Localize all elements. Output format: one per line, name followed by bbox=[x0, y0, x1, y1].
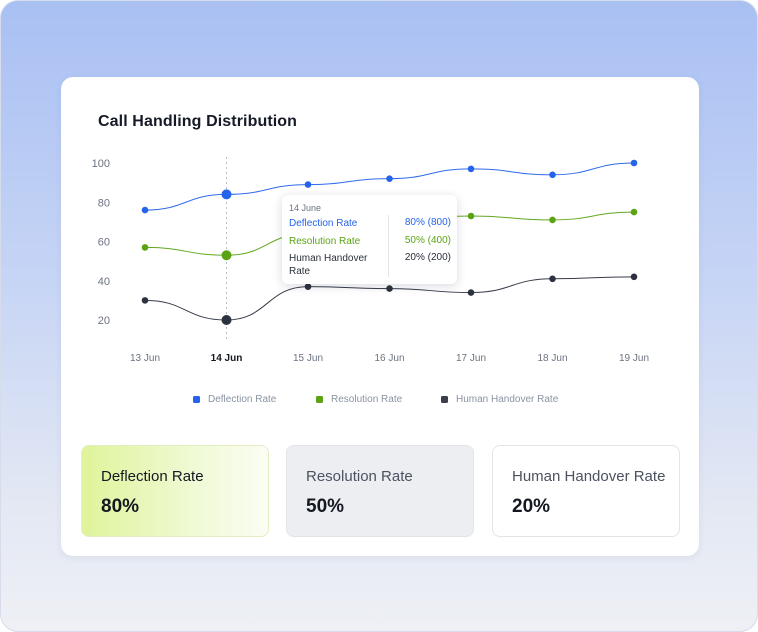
tooltip-label: Deflection Rate bbox=[289, 218, 358, 229]
y-tick-label: 20 bbox=[98, 315, 110, 327]
stat-value: 50% bbox=[306, 496, 345, 517]
data-point bbox=[221, 250, 232, 261]
y-tick-label: 60 bbox=[98, 237, 110, 249]
legend-swatch bbox=[441, 396, 448, 403]
legend-item-deflection[interactable]: Deflection Rate bbox=[193, 394, 276, 405]
data-point bbox=[467, 165, 475, 173]
data-point bbox=[304, 283, 312, 290]
card-title: Call Handling Distribution bbox=[98, 113, 298, 130]
x-tick-label: 13 Jun bbox=[130, 353, 160, 364]
data-point bbox=[549, 216, 556, 224]
stat-label: Deflection Rate bbox=[101, 468, 204, 485]
tooltip-date: 14 June bbox=[289, 203, 322, 213]
data-point bbox=[141, 206, 149, 214]
x-tick-label: 15 Jun bbox=[293, 353, 323, 364]
x-tick-label: 16 Jun bbox=[374, 353, 404, 364]
stat-label: Resolution Rate bbox=[306, 468, 413, 485]
tooltip-value: 50% (400) bbox=[404, 235, 451, 246]
chart-legend: Deflection Rate Resolution Rate Human Ha… bbox=[61, 394, 699, 408]
legend-label: Deflection Rate bbox=[208, 394, 277, 405]
data-point bbox=[630, 208, 638, 216]
stat-value: 20% bbox=[512, 496, 551, 517]
data-point bbox=[221, 189, 232, 200]
legend-label: Human Handover Rate bbox=[456, 394, 559, 405]
data-point bbox=[630, 159, 638, 167]
y-tick-label: 40 bbox=[98, 276, 110, 288]
data-point bbox=[141, 244, 149, 251]
line-chart: 100 80 60 40 20 13 Jun 14 Jun 15 Jun 16 Jun 17 Ju… bbox=[92, 157, 649, 364]
y-tick-label: 100 bbox=[92, 158, 110, 170]
tooltip-label: Resolution Rate bbox=[289, 236, 361, 247]
data-point bbox=[386, 175, 393, 182]
chart-tooltip: 14 June Deflection Rate 80% (800) Resolu… bbox=[282, 195, 457, 284]
stat-card-resolution[interactable]: Resolution Rate 50% bbox=[286, 445, 474, 537]
x-tick-label: 17 Jun bbox=[456, 353, 486, 364]
legend-label: Resolution Rate bbox=[331, 394, 403, 405]
legend-swatch bbox=[316, 396, 323, 403]
data-point bbox=[221, 315, 232, 325]
legend-item-handover[interactable]: Human Handover Rate bbox=[441, 394, 558, 405]
stat-value: 80% bbox=[101, 496, 140, 517]
data-point bbox=[141, 297, 149, 304]
stat-card-handover[interactable]: Human Handover Rate 20% bbox=[492, 445, 680, 537]
x-tick-label: 19 Jun bbox=[619, 353, 649, 364]
data-point bbox=[467, 289, 475, 296]
x-tick-label: 14 Jun bbox=[211, 353, 243, 364]
tooltip-label: Human Handover Rate bbox=[289, 253, 368, 277]
data-point bbox=[549, 275, 556, 283]
x-tick-label: 18 Jun bbox=[537, 353, 567, 364]
chart-card: Call Handling Distribution 100 80 60 40 20 13… bbox=[61, 77, 699, 556]
legend-item-resolution[interactable]: Resolution Rate bbox=[316, 394, 402, 405]
data-point bbox=[386, 285, 393, 292]
data-point bbox=[630, 273, 638, 281]
tooltip-divider bbox=[388, 215, 389, 277]
stat-card-deflection[interactable]: Deflection Rate 80% bbox=[81, 445, 269, 537]
stat-label: Human Handover Rate bbox=[512, 468, 666, 485]
legend-swatch bbox=[193, 396, 200, 403]
data-point bbox=[467, 212, 475, 220]
data-point bbox=[304, 181, 312, 188]
tooltip-value: 80% (800) bbox=[404, 217, 451, 228]
tooltip-value: 20% (200) bbox=[404, 252, 451, 263]
y-tick-label: 80 bbox=[98, 197, 110, 209]
data-point bbox=[549, 171, 556, 179]
